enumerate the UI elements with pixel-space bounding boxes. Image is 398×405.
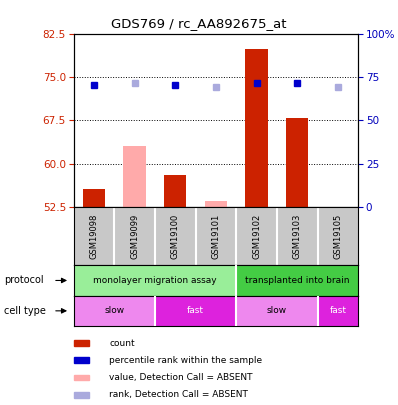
Bar [83,190,105,207]
Bar [74,265,236,296]
Text: GSM19105: GSM19105 [334,213,342,258]
Bar [74,296,155,326]
Text: count: count [109,339,135,347]
Text: GSM19100: GSM19100 [171,213,180,258]
Text: percentile rank within the sample: percentile rank within the sample [109,356,262,365]
Text: slow: slow [104,306,124,315]
Text: fast: fast [330,306,346,315]
Bar [74,392,89,398]
Bar [318,296,358,326]
Bar [123,146,146,207]
Text: GSM19099: GSM19099 [130,213,139,258]
Bar [205,201,227,207]
Text: transplanted into brain: transplanted into brain [245,276,349,285]
Text: GSM19102: GSM19102 [252,213,261,258]
Text: slow: slow [267,306,287,315]
Bar [236,296,318,326]
Text: rank, Detection Call = ABSENT: rank, Detection Call = ABSENT [109,390,248,399]
Bar [164,175,186,207]
Text: GSM19098: GSM19098 [90,213,98,259]
Text: GDS769 / rc_AA892675_at: GDS769 / rc_AA892675_at [111,17,287,30]
Text: monolayer migration assay: monolayer migration assay [93,276,217,285]
Bar [74,340,89,346]
Bar [155,296,236,326]
Text: cell type: cell type [4,306,45,316]
Text: GSM19101: GSM19101 [211,213,220,258]
Text: GSM19103: GSM19103 [293,213,302,259]
Bar [74,375,89,381]
Bar [286,117,308,207]
Bar [236,265,358,296]
Text: value, Detection Call = ABSENT: value, Detection Call = ABSENT [109,373,253,382]
Bar [246,49,268,207]
Bar [74,357,89,363]
Text: fast: fast [187,306,204,315]
Text: protocol: protocol [4,275,43,286]
